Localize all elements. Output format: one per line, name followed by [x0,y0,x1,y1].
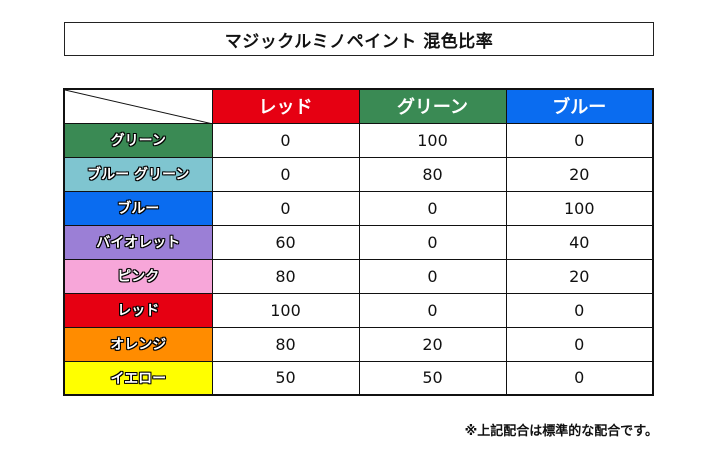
ratio-cell: 60 [211,224,360,260]
ratio-cell: 80 [211,258,360,294]
footnote: ※上記配合は標準的な配合です。 [464,424,658,439]
table-row: ブルー 0 0 100 [63,190,654,226]
row-label: グリーン [63,122,213,158]
page-title: マジックルミノペイント 混色比率 [64,22,654,56]
table-row: ブルー グリーン 0 80 20 [63,156,654,192]
ratio-cell: 50 [358,360,507,396]
row-label: イエロー [63,360,213,396]
ratio-cell: 0 [505,122,654,158]
row-label: ブルー グリーン [63,156,213,192]
ratio-cell: 0 [505,326,654,362]
ratio-cell: 0 [358,258,507,294]
table-row: オレンジ 80 20 0 [63,326,654,362]
header-row: レッド グリーン ブルー [63,88,654,124]
ratio-cell: 100 [358,122,507,158]
ratio-cell: 0 [358,190,507,226]
ratio-cell: 0 [505,292,654,328]
mixing-ratio-table: レッド グリーン ブルー グリーン 0 100 0 ブルー グリーン 0 80 20 ブルー 0 0… [63,88,654,396]
ratio-cell: 80 [211,326,360,362]
ratio-cell: 100 [505,190,654,226]
ratio-cell: 50 [211,360,360,396]
row-label: レッド [63,292,213,328]
table-row: バイオレット 60 0 40 [63,224,654,260]
table-row: レッド 100 0 0 [63,292,654,328]
row-label: バイオレット [63,224,213,260]
table-row: ピンク 80 0 20 [63,258,654,294]
ratio-cell: 0 [358,292,507,328]
ratio-cell: 40 [505,224,654,260]
ratio-cell: 0 [211,156,360,192]
ratio-cell: 100 [211,292,360,328]
ratio-cell: 20 [505,258,654,294]
ratio-cell: 80 [358,156,507,192]
ratio-cell: 0 [211,122,360,158]
ratio-cell: 0 [358,224,507,260]
ratio-cell: 20 [505,156,654,192]
column-header-green: グリーン [358,88,507,124]
column-header-blue: ブルー [505,88,654,124]
corner-cell [63,88,213,124]
ratio-cell: 20 [358,326,507,362]
row-label: ブルー [63,190,213,226]
ratio-cell: 0 [505,360,654,396]
diagonal-line-icon [65,90,213,124]
table-row: イエロー 50 50 0 [63,360,654,396]
column-header-red: レッド [211,88,360,124]
table-row: グリーン 0 100 0 [63,122,654,158]
row-label: ピンク [63,258,213,294]
row-label: オレンジ [63,326,213,362]
ratio-cell: 0 [211,190,360,226]
